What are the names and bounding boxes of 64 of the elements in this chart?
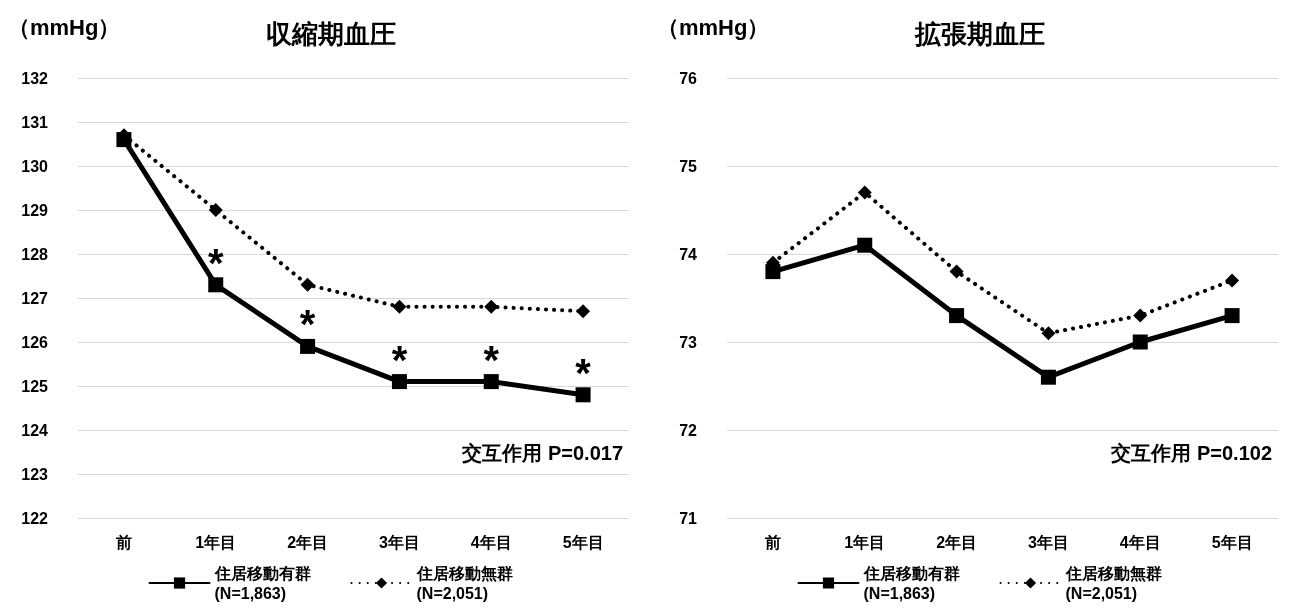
annotation: * (575, 350, 592, 395)
legend-label: 住居移動無群 (N=2,051) (1064, 564, 1162, 602)
x-tick-label: 5年目 (562, 533, 604, 551)
y-tick-label: 72 (679, 421, 698, 439)
point (484, 299, 499, 314)
point (1132, 334, 1148, 350)
y-tick-label: 132 (21, 69, 49, 87)
point (392, 299, 407, 314)
y-tick-label: 129 (21, 201, 49, 219)
annotation: 交互作用 P=0.017 (461, 442, 623, 464)
x-tick-label: 3年目 (378, 533, 420, 551)
chart-title: 収縮期血圧 (265, 19, 396, 49)
y-tick-label: 122 (21, 509, 49, 527)
x-tick-label: 前 (763, 533, 781, 551)
point (949, 264, 964, 279)
point (300, 338, 316, 354)
point (300, 277, 315, 292)
point (391, 374, 407, 390)
annotation: * (483, 337, 500, 382)
point (949, 308, 965, 324)
y-tick-label: 124 (21, 421, 49, 439)
y-tick-label: 123 (21, 465, 49, 483)
point (575, 387, 591, 403)
y-axis-title: （mmHg） (8, 14, 121, 40)
y-tick-label: 75 (679, 157, 698, 175)
point (857, 185, 872, 200)
x-tick-label: 2年目 (936, 533, 978, 551)
legend-label: 住居移動有群 (N=1,863) (862, 564, 960, 602)
annotation: 交互作用 P=0.102 (1110, 442, 1272, 464)
x-tick-label: 4年目 (1119, 533, 1161, 551)
y-tick-label: 71 (679, 509, 698, 527)
annotation: * (391, 337, 408, 382)
legend-label: 住居移動有群 (N=1,863) (213, 564, 311, 602)
chart-title: 拡張期血圧 (913, 19, 1045, 49)
point (208, 203, 223, 217)
y-tick-label: 128 (21, 245, 49, 263)
point (483, 374, 499, 390)
point (857, 237, 873, 253)
point (1133, 308, 1148, 323)
annotation: * (299, 302, 316, 347)
y-tick-label: 130 (21, 157, 49, 175)
point (1224, 308, 1240, 324)
point (1040, 369, 1056, 385)
point (1225, 273, 1240, 288)
y-tick-label: 127 (21, 289, 49, 307)
x-tick-label: 1年目 (195, 533, 237, 551)
point (208, 277, 224, 293)
x-tick-label: 2年目 (287, 533, 329, 551)
legend-label: 住居移動無群 (N=2,051) (415, 564, 513, 602)
point (576, 304, 591, 319)
y-axis-title: （mmHg） (657, 14, 770, 40)
y-tick-label: 126 (21, 333, 49, 351)
y-tick-label: 125 (21, 377, 49, 395)
annotation: * (207, 240, 224, 285)
y-tick-label: 131 (21, 113, 49, 131)
point (1041, 326, 1056, 341)
y-tick-label: 73 (679, 333, 698, 351)
x-tick-label: 3年目 (1027, 533, 1069, 551)
x-tick-label: 4年目 (470, 533, 512, 551)
x-tick-label: 5年目 (1211, 533, 1253, 551)
y-tick-label: 74 (679, 245, 698, 263)
y-tick-label: 76 (679, 69, 698, 87)
x-tick-label: 前 (114, 533, 132, 551)
x-tick-label: 1年目 (844, 533, 886, 551)
